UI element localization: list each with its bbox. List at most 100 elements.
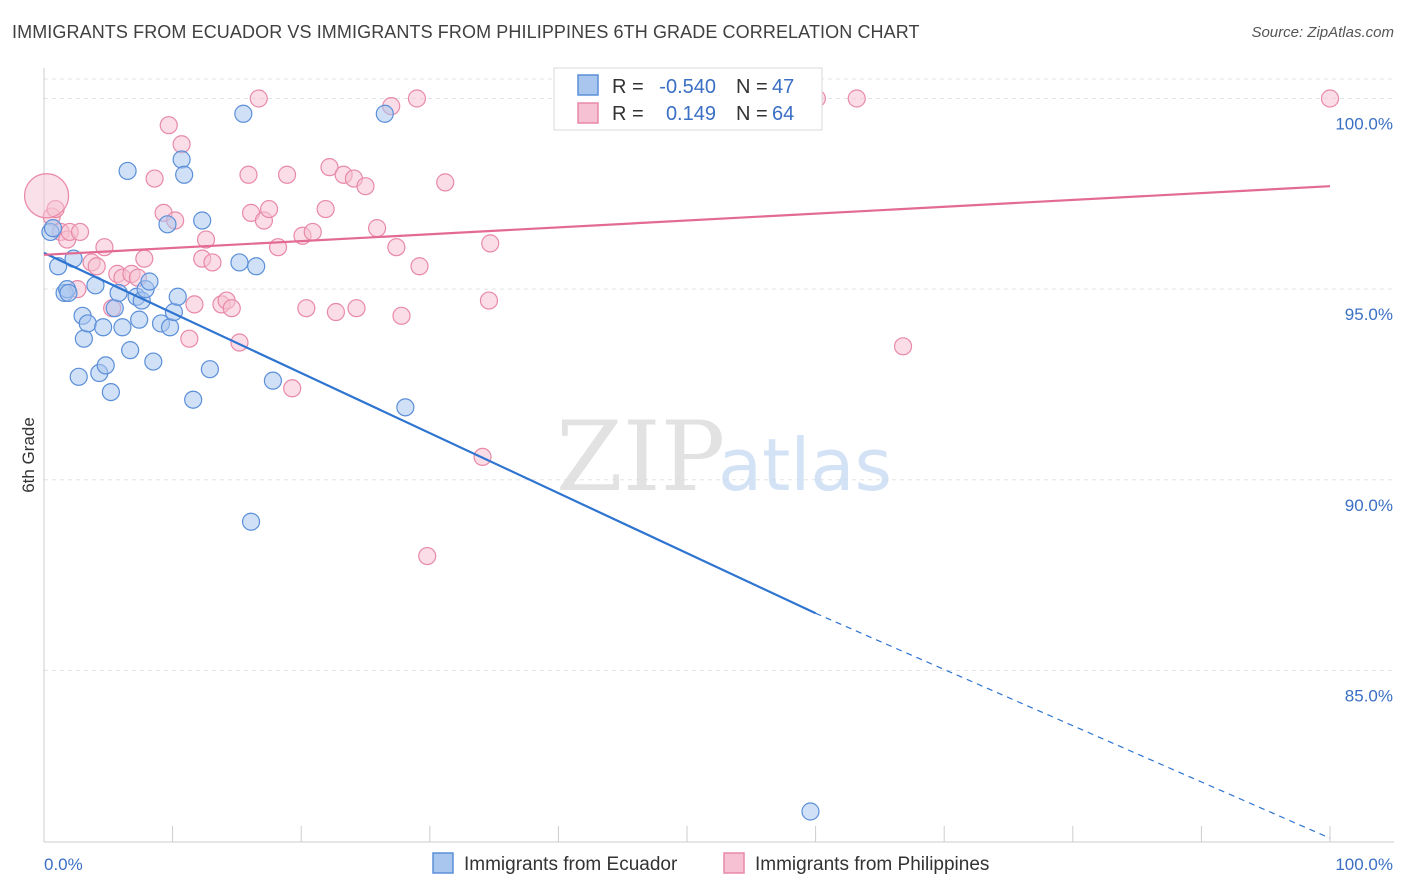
philippines-point [893,337,913,356]
ecuador-point [160,318,180,337]
ecuador-point [193,211,212,230]
series-legend: Immigrants from Ecuador Immigrants from … [432,852,989,875]
ecuador-point [101,382,120,402]
philippines-points [23,89,1340,566]
ecuador-point [96,356,115,375]
legend-r-label-1: R = [612,76,644,98]
philippines-point [172,135,191,154]
ecuador-point [168,287,187,306]
philippines-point [847,89,866,108]
x-tick-layer [172,826,1331,842]
chart-source: Source: ZipAtlas.com [1251,24,1394,41]
series-legend-swatch-ecuador [432,852,454,874]
philippines-point [277,165,297,184]
ecuador-point [184,390,203,409]
philippines-point [222,299,241,318]
ecuador-point [113,318,132,337]
ecuador-trend-line [43,251,817,615]
ecuador-point [118,161,137,181]
ecuador-point [241,512,261,531]
watermark-atlas: atlas [718,423,892,507]
philippines-point [95,238,114,257]
philippines-point [180,329,199,348]
philippines-point [436,173,455,192]
philippines-point [135,249,154,268]
philippines-point [196,230,216,249]
y-axis-title: 6th Grade [19,417,38,493]
philippines-point [303,222,322,242]
ecuador-point [230,253,249,272]
philippines-point [392,306,411,325]
series-legend-swatch-philippines [723,852,745,874]
trend-lines [43,185,1331,839]
philippines-point [367,219,387,238]
legend-n-label-1: N = [736,76,768,98]
philippines-point [145,169,164,188]
philippines-point [1320,89,1340,108]
philippines-point [387,238,406,257]
chart-title: IMMIGRANTS FROM ECUADOR VS IMMIGRANTS FR… [12,22,920,42]
ecuador-point [801,802,820,821]
legend-r-value-2: 0.149 [666,103,716,125]
series-legend-label-ecuador: Immigrants from Ecuador [464,854,678,875]
legend-n-value-2: 64 [772,103,794,125]
ecuador-point [144,352,163,371]
philippines-point [87,257,106,276]
ecuador-point [396,398,415,417]
y-tick-label: 85.0% [1345,686,1393,705]
y-tick-label: 100.0% [1335,115,1393,134]
ecuador-point [140,272,159,291]
ecuador-point [175,165,194,184]
ecuador-point [247,257,266,276]
philippines-point [410,257,429,276]
ecuador-point [172,150,191,169]
x-tick-label-min: 0.0% [44,855,83,874]
watermark-zip: ZIP [556,401,725,513]
y-tick-label-layer: 85.0% 90.0% 95.0% 100.0% [1335,115,1393,706]
legend-r-label-2: R = [612,103,644,125]
legend-swatch-philippines [577,102,599,124]
ecuador-point [43,219,63,238]
philippines-trend-line [43,185,1331,256]
ecuador-point [263,371,283,390]
ecuador-point [234,104,253,123]
ecuador-point [94,318,113,337]
ecuador-point [74,329,93,348]
philippines-point [185,295,204,314]
philippines-point [316,199,335,219]
ecuador-point [130,310,149,329]
philippines-point [203,253,222,272]
philippines-point [249,89,268,108]
ecuador-points [41,104,820,821]
ecuador-trend-extension [815,612,1331,839]
ecuador-point [158,215,177,234]
ecuador-point [59,283,78,303]
y-tick-label: 90.0% [1345,496,1393,515]
philippines-point [418,546,437,566]
philippines-point [320,158,339,177]
philippines-point [326,302,346,322]
philippines-point [283,379,302,398]
ecuador-point [121,341,140,360]
x-tick-label-max: 100.0% [1335,855,1393,874]
philippines-point [70,222,90,242]
stats-legend: R = -0.540 N = 47 R = 0.149 N = 64 [553,67,823,131]
legend-n-label-2: N = [736,103,768,125]
philippines-point [407,89,427,108]
legend-r-value-1: -0.540 [659,76,716,98]
philippines-point [297,299,316,318]
philippines-point [347,299,366,318]
philippines-point [479,291,499,310]
philippines-point [481,234,500,253]
philippines-point-large [23,173,70,219]
philippines-point [159,116,178,135]
ecuador-point [164,302,183,322]
ecuador-point [105,299,124,318]
legend-n-value-1: 47 [772,76,794,98]
philippines-point [356,177,375,196]
series-legend-label-philippines: Immigrants from Philippines [755,854,989,875]
ecuador-point [78,314,97,333]
philippines-point [239,165,258,184]
philippines-point [259,199,279,219]
